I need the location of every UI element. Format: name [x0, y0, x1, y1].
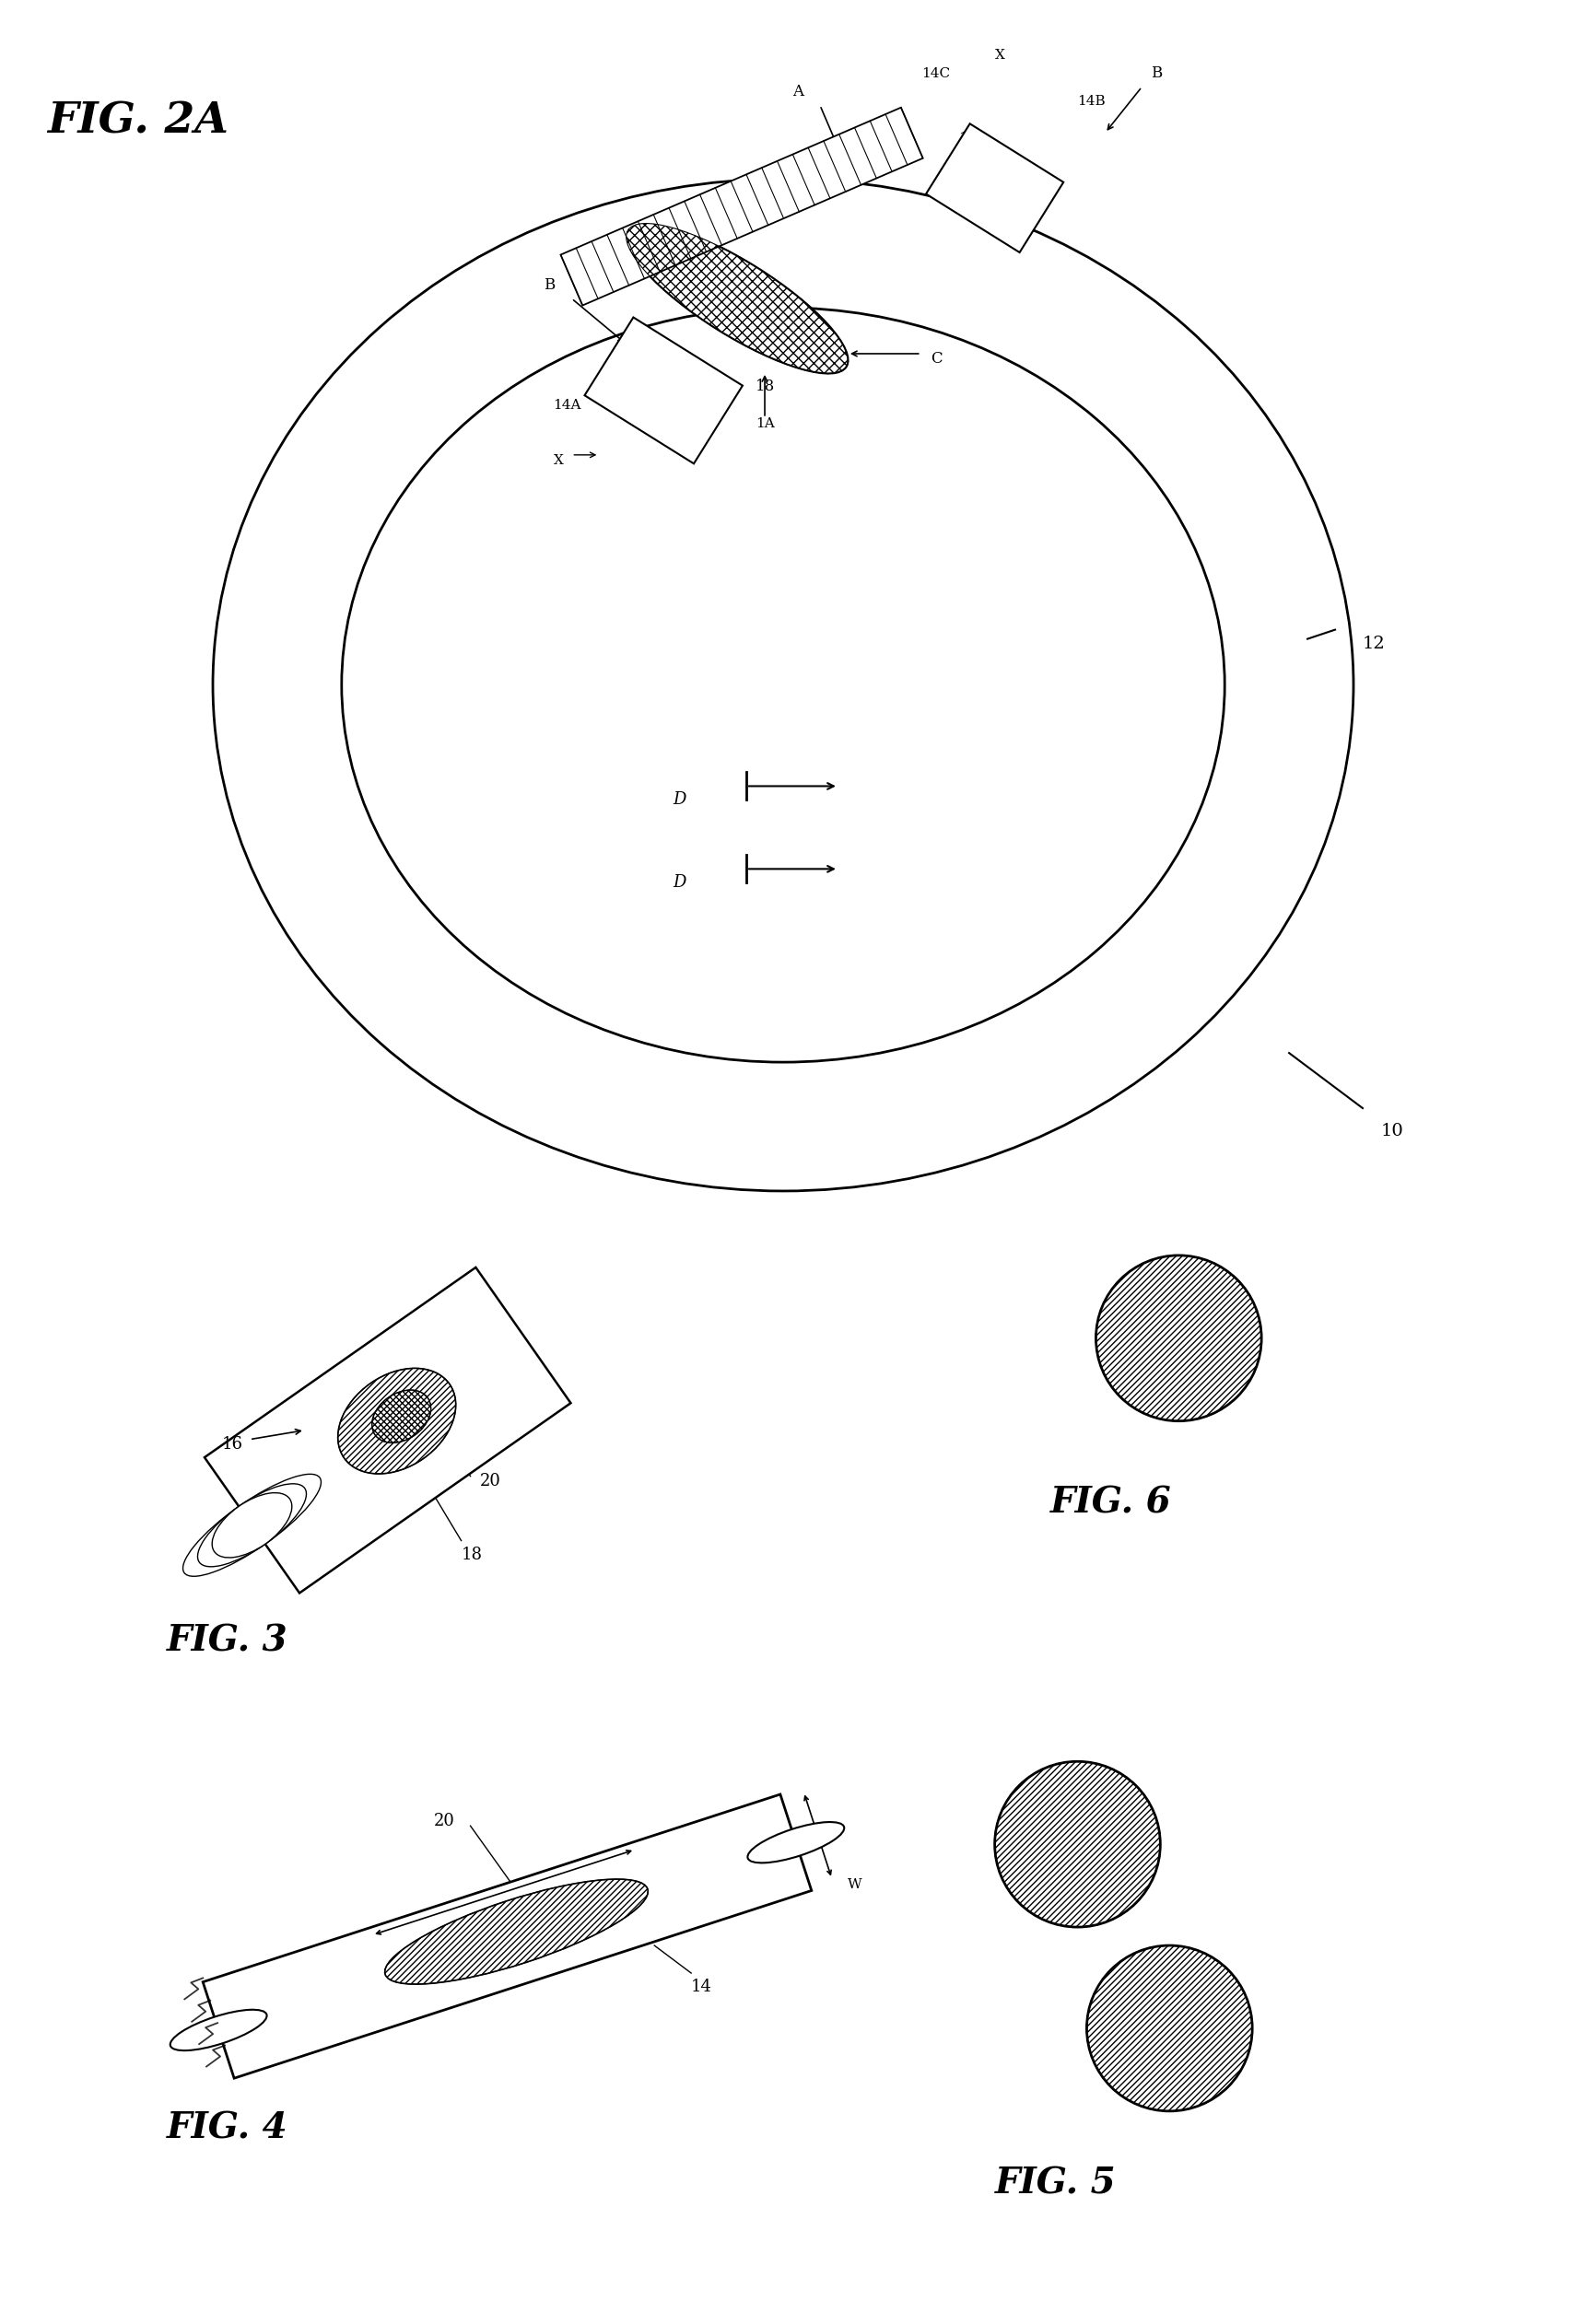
Text: B: B — [1151, 65, 1162, 81]
Circle shape — [1086, 1945, 1253, 2110]
Polygon shape — [584, 318, 743, 462]
Text: FIG. 2A: FIG. 2A — [47, 100, 229, 142]
Text: 14A: 14A — [553, 400, 581, 411]
Text: C: C — [931, 351, 942, 367]
Text: B: B — [543, 277, 556, 293]
Text: L: L — [485, 1910, 495, 1922]
Polygon shape — [204, 1267, 571, 1592]
Ellipse shape — [385, 1880, 648, 1985]
Ellipse shape — [626, 223, 848, 374]
Text: 20: 20 — [674, 249, 692, 265]
Text: 18: 18 — [755, 379, 776, 395]
Text: 10: 10 — [1382, 1122, 1404, 1139]
Text: 18: 18 — [462, 1545, 482, 1562]
Ellipse shape — [182, 1473, 322, 1576]
Text: X: X — [553, 453, 564, 467]
Text: FIG. 3: FIG. 3 — [166, 1624, 289, 1659]
Polygon shape — [203, 1794, 812, 2078]
Ellipse shape — [338, 1369, 455, 1473]
Text: 14B: 14B — [1077, 95, 1105, 107]
Text: 14C: 14C — [922, 67, 950, 81]
Ellipse shape — [372, 1390, 430, 1443]
Text: 20: 20 — [479, 1473, 501, 1490]
Ellipse shape — [747, 1822, 845, 1864]
Text: 12: 12 — [1363, 634, 1385, 651]
Ellipse shape — [170, 2010, 267, 2050]
Text: A: A — [793, 84, 804, 100]
Text: 14: 14 — [691, 1978, 713, 1996]
Text: 20: 20 — [433, 1813, 455, 1829]
Ellipse shape — [198, 1483, 306, 1566]
Text: 14: 14 — [958, 132, 977, 144]
Text: FIG. 6: FIG. 6 — [1050, 1485, 1171, 1520]
Text: D: D — [674, 792, 686, 809]
Polygon shape — [560, 107, 923, 304]
Text: X: X — [995, 49, 1005, 63]
Ellipse shape — [212, 1492, 292, 1557]
Text: 16: 16 — [221, 1436, 243, 1452]
Text: 1A: 1A — [755, 418, 774, 430]
Text: FIG. 5: FIG. 5 — [995, 2166, 1116, 2201]
Text: D: D — [674, 874, 686, 890]
Circle shape — [1096, 1255, 1261, 1420]
Text: W: W — [848, 1878, 862, 1892]
Polygon shape — [926, 123, 1063, 253]
Circle shape — [995, 1762, 1160, 1927]
Text: FIG. 4: FIG. 4 — [166, 2110, 289, 2145]
